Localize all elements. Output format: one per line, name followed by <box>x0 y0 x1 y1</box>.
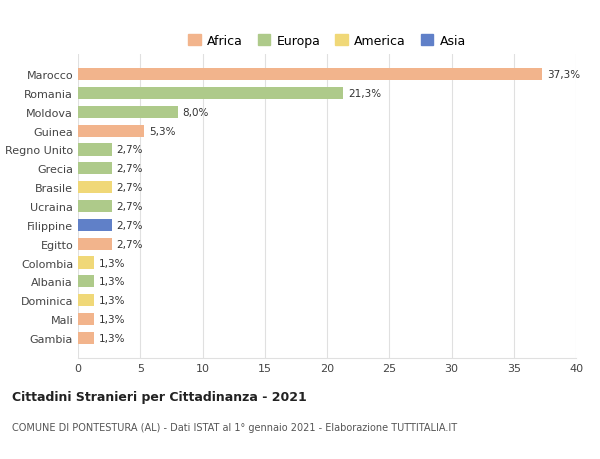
Bar <box>78 332 94 344</box>
Legend: Africa, Europa, America, Asia: Africa, Europa, America, Asia <box>184 31 470 51</box>
Bar <box>78 125 144 137</box>
Bar <box>78 219 112 231</box>
Text: 1,3%: 1,3% <box>99 296 125 306</box>
Bar <box>78 294 94 307</box>
Text: Cittadini Stranieri per Cittadinanza - 2021: Cittadini Stranieri per Cittadinanza - 2… <box>12 390 307 403</box>
Text: 2,7%: 2,7% <box>116 220 143 230</box>
Bar <box>78 182 112 194</box>
Bar <box>78 144 112 156</box>
Text: COMUNE DI PONTESTURA (AL) - Dati ISTAT al 1° gennaio 2021 - Elaborazione TUTTITA: COMUNE DI PONTESTURA (AL) - Dati ISTAT a… <box>12 422 457 432</box>
Text: 5,3%: 5,3% <box>149 126 175 136</box>
Text: 2,7%: 2,7% <box>116 239 143 249</box>
Text: 2,7%: 2,7% <box>116 145 143 155</box>
Bar <box>78 88 343 100</box>
Bar <box>78 163 112 175</box>
Bar <box>78 106 178 119</box>
Text: 8,0%: 8,0% <box>182 107 209 118</box>
Bar <box>78 276 94 288</box>
Bar <box>78 313 94 325</box>
Bar <box>78 69 542 81</box>
Text: 37,3%: 37,3% <box>547 70 580 80</box>
Text: 1,3%: 1,3% <box>99 333 125 343</box>
Text: 1,3%: 1,3% <box>99 277 125 287</box>
Text: 2,7%: 2,7% <box>116 164 143 174</box>
Bar <box>78 238 112 250</box>
Text: 2,7%: 2,7% <box>116 183 143 193</box>
Text: 21,3%: 21,3% <box>348 89 381 99</box>
Text: 1,3%: 1,3% <box>99 258 125 268</box>
Bar <box>78 201 112 213</box>
Text: 1,3%: 1,3% <box>99 314 125 325</box>
Text: 2,7%: 2,7% <box>116 202 143 212</box>
Bar <box>78 257 94 269</box>
